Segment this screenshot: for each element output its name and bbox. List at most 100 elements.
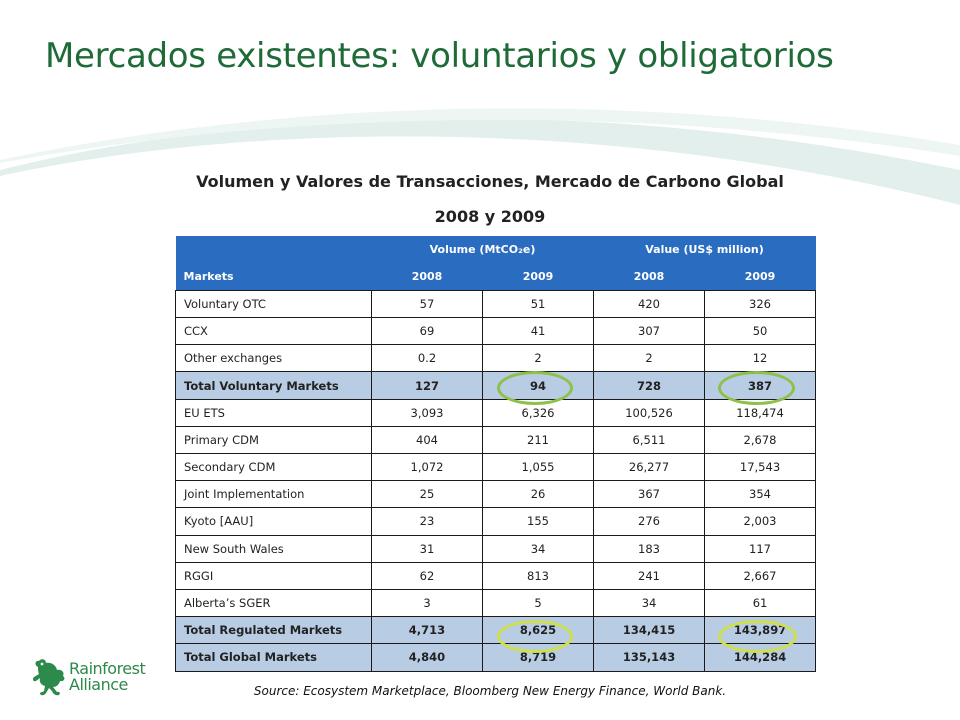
market-name-cell: EU ETS	[175, 398, 372, 427]
value-cell: 23	[371, 507, 483, 536]
value-cell: 387	[704, 371, 817, 400]
market-name-cell: CCX	[175, 317, 372, 346]
value-cell: 134,415	[593, 616, 706, 645]
value-2008-header: 2008	[593, 263, 705, 291]
value-cell: 276	[593, 507, 706, 536]
logo-wordmark: Rainforest Alliance	[69, 659, 146, 694]
value-cell: 135,143	[593, 643, 706, 672]
total-row: Total Regulated Markets 4,713 8,625 134,415…	[175, 616, 817, 645]
value-cell: 50	[704, 317, 817, 346]
value-cell: 17,543	[704, 452, 817, 482]
value-cell: 4,840	[371, 643, 483, 672]
value-cell: 307	[593, 317, 706, 346]
value-cell: 326	[704, 289, 817, 319]
table-row: Primary CDM 404 211 6,511 2,678	[175, 425, 817, 455]
value-cell: 2,667	[704, 561, 817, 590]
value-cell: 6,326	[481, 398, 595, 427]
value-cell: 127	[371, 371, 483, 400]
value-cell: 8,719	[481, 643, 595, 672]
value-cell: 143,897	[704, 616, 817, 645]
value-cell: 5	[481, 588, 595, 618]
market-name-cell: New South Wales	[175, 534, 372, 563]
table-row: Alberta’s SGER 3 5 34 61	[175, 588, 817, 618]
value-cell: 1,072	[371, 452, 483, 482]
value-cell: 1,055	[481, 452, 595, 482]
table-row: RGGI 62 813 241 2,667	[175, 561, 817, 590]
table-row: Voluntary OTC 57 51 420 326	[175, 289, 817, 319]
value-cell: 51	[481, 289, 595, 319]
value-cell: 61	[704, 588, 817, 618]
market-name-cell: Total Global Markets	[175, 643, 372, 672]
value-cell: 3	[371, 588, 483, 618]
market-name-cell: Primary CDM	[175, 425, 372, 455]
value-cell: 118,474	[704, 398, 817, 427]
value-cell: 26,277	[593, 452, 706, 482]
value-cell: 813	[481, 561, 595, 590]
value-cell: 41	[481, 317, 595, 346]
volume-group-header: Volume (MtCO₂e)	[371, 236, 594, 264]
value-cell: 69	[371, 317, 483, 346]
table-row: EU ETS 3,093 6,326 100,526 118,474	[175, 398, 817, 427]
value-cell: 367	[593, 480, 706, 509]
market-name-cell: Joint Implementation	[175, 480, 372, 509]
value-cell: 100,526	[593, 398, 706, 427]
table-row: Other exchanges 0.2 2 2 12	[175, 344, 817, 373]
table-row: Secondary CDM 1,072 1,055 26,277 17,543	[175, 452, 817, 482]
carbon-market-table: Volume (MtCO₂e) Value (US$ million) Mark…	[175, 236, 817, 672]
table-row: Joint Implementation 25 26 367 354	[175, 480, 817, 509]
value-2009-header: 2009	[704, 263, 816, 291]
frog-icon	[32, 659, 65, 696]
value-cell: 26	[481, 480, 595, 509]
value-cell: 2,003	[704, 507, 817, 536]
slide-title: Mercados existentes: voluntarios y oblig…	[45, 36, 834, 76]
total-row: Total Global Markets 4,840 8,719 135,143 144…	[175, 643, 817, 672]
table-subtitle: 2008 y 2009	[434, 207, 546, 226]
group-header-row: Volume (MtCO₂e) Value (US$ million)	[175, 236, 816, 264]
market-name-cell: Other exchanges	[175, 344, 372, 373]
table-body: Voluntary OTC 57 51 420 326 CCX 69 41 307 50 Other…	[175, 289, 817, 672]
value-cell: 117	[704, 534, 817, 563]
value-cell: 2	[481, 344, 595, 373]
market-name-cell: RGGI	[175, 561, 372, 590]
column-header-row: Markets 2008 2009 2008 2009	[175, 263, 816, 291]
value-cell: 8,625	[481, 616, 595, 645]
header-blank	[175, 236, 372, 264]
value-cell: 728	[593, 371, 706, 400]
value-group-header: Value (US$ million)	[593, 236, 816, 264]
market-name-cell: Total Voluntary Markets	[175, 371, 372, 400]
logo-line-1: Rainforest	[69, 659, 146, 678]
value-cell: 211	[481, 425, 595, 455]
market-name-cell: Total Regulated Markets	[175, 616, 372, 645]
value-cell: 0.2	[371, 344, 483, 373]
source-note: Source: Ecosystem Marketplace, Bloomberg…	[253, 684, 727, 698]
rainforest-alliance-logo: Rainforest Alliance	[28, 655, 158, 700]
value-cell: 155	[481, 507, 595, 536]
markets-header: Markets	[175, 263, 372, 291]
value-cell: 3,093	[371, 398, 483, 427]
total-row: Total Voluntary Markets 127 94 728 387	[175, 371, 817, 400]
value-cell: 12	[704, 344, 817, 373]
market-name-cell: Voluntary OTC	[175, 289, 372, 319]
value-cell: 404	[371, 425, 483, 455]
value-cell: 25	[371, 480, 483, 509]
value-cell: 354	[704, 480, 817, 509]
value-cell: 57	[371, 289, 483, 319]
table-row: New South Wales 31 34 183 117	[175, 534, 817, 563]
table-row: Kyoto [AAU] 23 155 276 2,003	[175, 507, 817, 536]
value-cell: 420	[593, 289, 706, 319]
value-cell: 144,284	[704, 643, 817, 672]
value-cell: 4,713	[371, 616, 483, 645]
value-cell: 2	[593, 344, 706, 373]
value-cell: 241	[593, 561, 706, 590]
value-cell: 62	[371, 561, 483, 590]
volume-2008-header: 2008	[371, 263, 483, 291]
table-title: Volumen y Valores de Transacciones, Merc…	[196, 172, 784, 191]
value-cell: 6,511	[593, 425, 706, 455]
value-cell: 34	[593, 588, 706, 618]
value-cell: 2,678	[704, 425, 817, 455]
logo-line-2: Alliance	[69, 675, 128, 694]
table-row: CCX 69 41 307 50	[175, 317, 817, 346]
market-name-cell: Kyoto [AAU]	[175, 507, 372, 536]
value-cell: 94	[481, 371, 595, 400]
